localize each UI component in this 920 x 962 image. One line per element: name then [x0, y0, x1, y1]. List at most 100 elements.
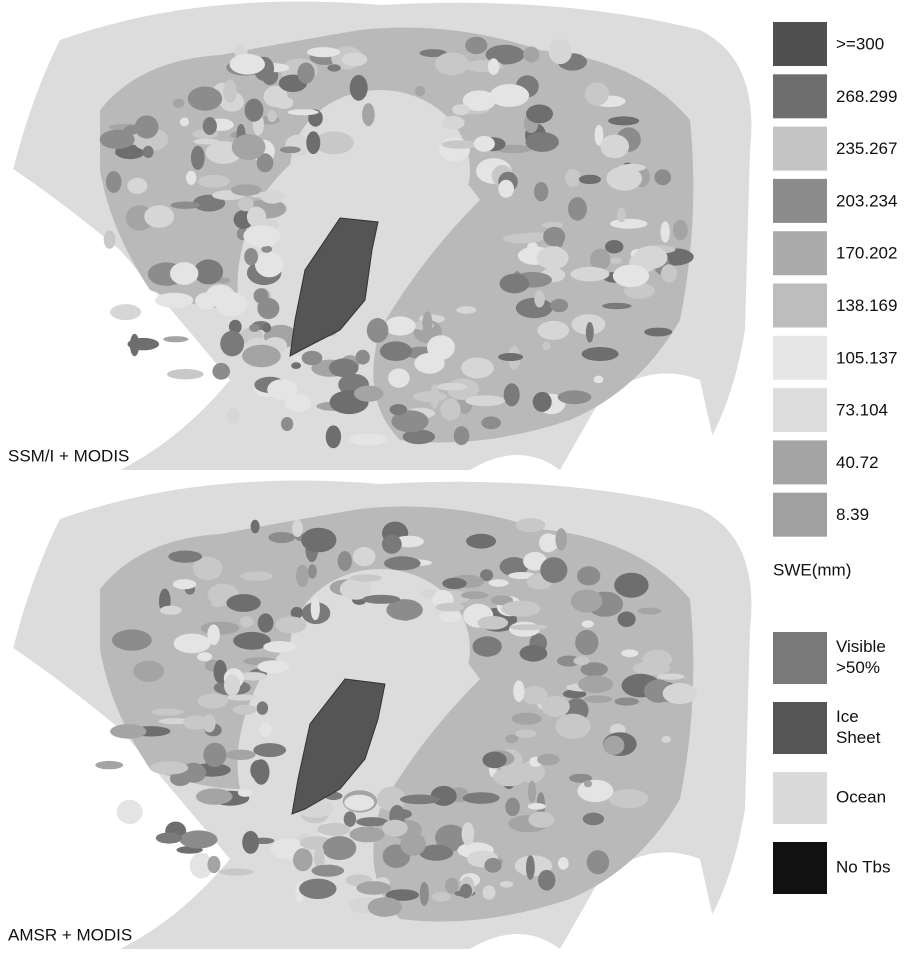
snow-patch [344, 795, 374, 811]
snow-patch [400, 833, 426, 856]
snow-patch [477, 616, 508, 630]
legend-swatch [773, 440, 827, 484]
snow-patch [463, 792, 500, 804]
snow-patch [587, 850, 609, 874]
legend-label: 40.72 [836, 453, 879, 472]
snow-patch [198, 694, 228, 709]
legend-label: 268.299 [836, 87, 897, 106]
snow-patch [585, 82, 609, 105]
snow-patch [308, 564, 317, 579]
map-panel: SSM/I + MODIS [0, 2, 751, 470]
snow-patch [490, 84, 529, 107]
snow-patch [442, 116, 465, 130]
legend-title: SWE(mm) [773, 560, 851, 579]
snow-patch [354, 386, 384, 402]
snow-patch [537, 246, 569, 269]
snow-patch [516, 298, 553, 318]
snow-patch [440, 399, 460, 421]
snow-patch [481, 416, 501, 429]
snow-patch [258, 613, 274, 632]
snow-patch [260, 723, 273, 737]
snow-patch [586, 322, 594, 343]
snow-patch [617, 208, 626, 222]
snow-patch [257, 660, 289, 673]
snow-patch [197, 652, 212, 661]
legend-label: 170.202 [836, 244, 897, 263]
snow-patch [415, 86, 425, 97]
snow-patch [95, 761, 123, 769]
snow-patch [224, 674, 240, 696]
snow-patch [201, 622, 240, 635]
snow-patch [249, 324, 260, 332]
snow-patch [171, 202, 200, 209]
snow-patch [526, 132, 559, 152]
snow-patch [173, 579, 196, 589]
snow-patch [275, 617, 306, 634]
snow-patch [287, 109, 318, 115]
legend-label: >50% [836, 658, 880, 677]
snow-patch [291, 362, 301, 369]
snow-patch [526, 855, 535, 880]
snow-patch [388, 368, 410, 387]
snow-patch [493, 768, 525, 786]
snow-patch [350, 75, 368, 101]
snow-patch [180, 118, 189, 127]
snow-patch [584, 780, 592, 787]
panel-label: AMSR + MODIS [8, 925, 132, 944]
snow-patch [543, 227, 565, 246]
snow-patch [133, 661, 164, 682]
snow-patch [104, 230, 116, 248]
panel-label: SSM/I + MODIS [8, 446, 129, 465]
snow-patch [257, 701, 268, 714]
snow-patch [191, 146, 205, 170]
snow-patch [634, 246, 668, 269]
snow-patch [473, 636, 502, 656]
snow-patch [392, 809, 412, 819]
legend-swatch [773, 284, 827, 328]
snow-patch [350, 827, 385, 843]
snow-patch [186, 171, 196, 185]
snow-patch [505, 798, 520, 817]
snow-patch [582, 620, 594, 628]
snow-patch [293, 848, 313, 871]
snow-patch [505, 734, 518, 743]
snow-patch [603, 736, 624, 755]
snow-patch [577, 566, 600, 585]
snow-patch [504, 383, 520, 406]
snow-patch [262, 323, 271, 332]
snow-patch [542, 342, 550, 351]
snow-patch [362, 595, 400, 604]
snow-patch [306, 131, 320, 154]
snow-patch [150, 761, 189, 774]
snow-patch [242, 831, 259, 854]
snow-patch [474, 136, 495, 152]
snow-patch [621, 649, 638, 657]
snow-patch [117, 800, 143, 824]
snow-patch [280, 146, 301, 153]
snow-patch [226, 750, 256, 760]
snow-patch [565, 169, 581, 187]
snow-patch [297, 63, 314, 84]
legend-label: >=300 [836, 34, 884, 53]
snow-patch [223, 80, 237, 104]
maps: SSM/I + MODIS AMSR + MODIS [0, 2, 751, 949]
snow-patch [439, 610, 462, 622]
snow-patch [281, 417, 293, 431]
snow-patch [511, 713, 541, 725]
snow-patch [338, 551, 352, 571]
snow-patch [350, 574, 382, 582]
snow-patch [608, 116, 639, 125]
snow-patch [600, 135, 629, 159]
snow-patch [312, 865, 345, 877]
legend-label: Sheet [836, 728, 881, 747]
snow-patch [541, 696, 569, 717]
legend-swatch [773, 74, 827, 118]
snow-patch [212, 363, 230, 380]
snow-patch [268, 532, 295, 543]
snow-patch [144, 205, 174, 228]
snow-patch [526, 105, 553, 124]
snow-patch [188, 87, 222, 111]
snow-patch [657, 674, 685, 680]
snow-patch [520, 645, 548, 662]
snow-patch [528, 803, 546, 810]
